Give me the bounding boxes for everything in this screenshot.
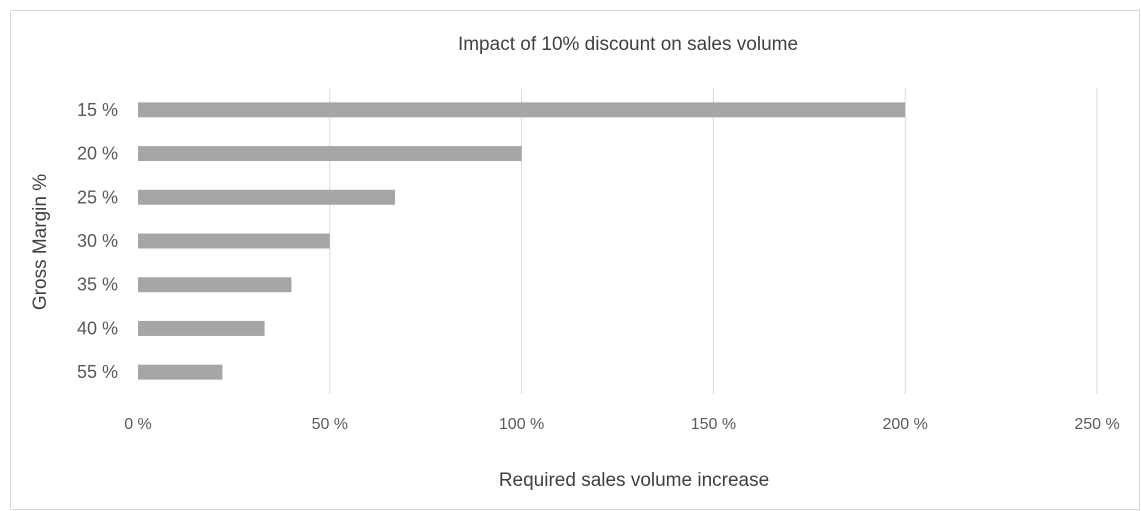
chart-frame [10, 10, 1140, 510]
bar-25 [138, 189, 396, 205]
chart-title: Impact of 10% discount on sales volume [458, 34, 798, 55]
x-tick-label-0: 0 % [124, 416, 152, 433]
category-label-25: 25 % [77, 187, 118, 207]
bars [138, 102, 906, 380]
bar-30 [138, 233, 330, 249]
x-tick-label-150: 150 % [691, 416, 736, 433]
bar-15 [138, 102, 906, 118]
category-label-40: 40 % [77, 318, 118, 338]
category-label-55: 55 % [77, 362, 118, 382]
bar-20 [138, 146, 522, 162]
bar-55 [138, 364, 223, 380]
category-label-35: 35 % [77, 275, 118, 295]
gridlines [329, 88, 1098, 394]
category-label-30: 30 % [77, 231, 118, 251]
x-tick-labels: 0 % 50 % 100 % 150 % 200 % 250 % [124, 416, 1119, 433]
category-label-20: 20 % [77, 144, 118, 164]
category-labels: 15 % 20 % 25 % 30 % 35 % 40 % 55 % [77, 100, 118, 382]
x-tick-label-50: 50 % [312, 416, 348, 433]
bar-40 [138, 320, 265, 336]
category-label-15: 15 % [77, 100, 118, 120]
x-axis-label: Required sales volume increase [499, 470, 769, 491]
x-tick-label-250: 250 % [1074, 416, 1119, 433]
y-axis-label: Gross Margin % [30, 174, 51, 310]
x-tick-label-200: 200 % [883, 416, 928, 433]
x-tick-label-100: 100 % [499, 416, 544, 433]
bar-35 [138, 277, 292, 293]
